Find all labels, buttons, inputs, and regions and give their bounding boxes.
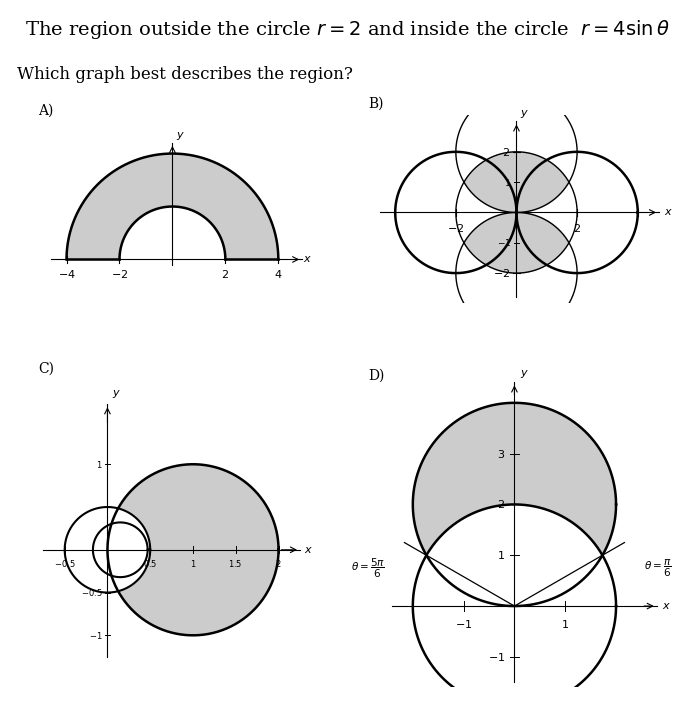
Text: $-0.5$: $-0.5$ [54, 558, 76, 569]
Text: $1$: $1$ [498, 549, 505, 561]
Text: $2$: $2$ [502, 146, 510, 158]
Text: A): A) [38, 104, 54, 118]
Text: $x$: $x$ [662, 601, 671, 611]
Polygon shape [93, 523, 147, 577]
Text: $-2$: $-2$ [493, 267, 510, 279]
Text: $2$: $2$ [498, 498, 505, 511]
Text: C): C) [38, 362, 54, 376]
Text: The region outside the circle $r = 2$ and inside the circle  $r = 4\sin\theta$: The region outside the circle $r = 2$ an… [25, 18, 670, 41]
Text: $\theta=\dfrac{5\pi}{6}$: $\theta=\dfrac{5\pi}{6}$ [351, 556, 385, 579]
Text: $1.5$: $1.5$ [229, 558, 243, 569]
Polygon shape [67, 153, 278, 259]
Text: $1$: $1$ [562, 618, 569, 630]
Text: $-1$: $-1$ [488, 651, 505, 663]
Text: $y$: $y$ [520, 368, 528, 380]
Text: $-1$: $-1$ [455, 618, 473, 630]
Text: $x$: $x$ [304, 254, 313, 264]
Text: $y$: $y$ [112, 388, 121, 400]
Text: $-1$: $-1$ [89, 630, 102, 641]
Text: $-4$: $-4$ [58, 268, 76, 280]
Text: $2$: $2$ [222, 268, 229, 280]
Text: $-1$: $-1$ [496, 237, 511, 248]
Polygon shape [108, 464, 279, 635]
Text: $y$: $y$ [520, 108, 529, 120]
Polygon shape [413, 403, 616, 555]
Text: $4$: $4$ [274, 268, 283, 280]
Text: $-2$: $-2$ [447, 221, 464, 233]
Text: $2$: $2$ [573, 221, 581, 233]
Polygon shape [464, 152, 569, 213]
Text: $y$: $y$ [176, 130, 185, 142]
Text: Which graph best describes the region?: Which graph best describes the region? [17, 66, 353, 83]
Text: $1$: $1$ [190, 558, 196, 569]
Text: D): D) [368, 369, 385, 383]
Text: $1$: $1$ [504, 177, 511, 188]
Polygon shape [464, 213, 569, 273]
Text: B): B) [368, 97, 384, 111]
Text: $-2$: $-2$ [111, 268, 128, 280]
Text: $0.5$: $0.5$ [143, 558, 158, 569]
Text: $1$: $1$ [96, 459, 102, 470]
Text: $x$: $x$ [304, 545, 313, 555]
Text: $-0.5$: $-0.5$ [81, 587, 102, 598]
Text: $2$: $2$ [275, 558, 281, 569]
Polygon shape [65, 507, 150, 593]
Text: $3$: $3$ [497, 448, 505, 460]
Text: $\theta=\dfrac{\pi}{6}$: $\theta=\dfrac{\pi}{6}$ [644, 557, 671, 579]
Text: $x$: $x$ [664, 208, 673, 218]
